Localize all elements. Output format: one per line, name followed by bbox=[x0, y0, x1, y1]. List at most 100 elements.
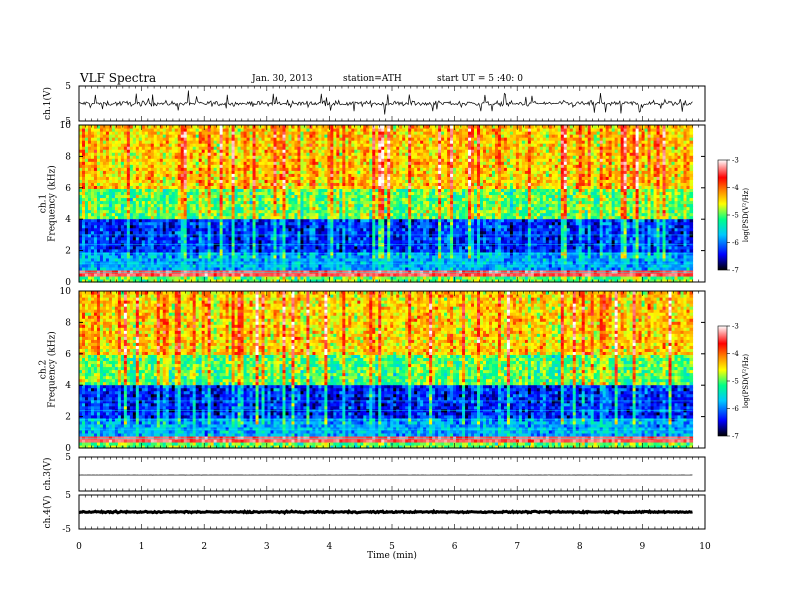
spectrogram-cell bbox=[306, 257, 311, 262]
spectrogram-cell bbox=[264, 182, 269, 186]
spectrogram-cell bbox=[120, 188, 125, 193]
spectrogram-cell bbox=[240, 218, 245, 223]
spectrogram-cell bbox=[135, 266, 140, 271]
spectrogram-cell bbox=[192, 146, 197, 150]
spectrogram-cell bbox=[144, 215, 149, 220]
spectrogram-cell bbox=[153, 179, 158, 183]
spectrogram-cell bbox=[90, 221, 95, 226]
spectrogram-cell bbox=[228, 230, 233, 235]
spectrogram-cell bbox=[213, 221, 218, 226]
spectrogram-cell bbox=[246, 194, 251, 199]
spectrogram-cell bbox=[264, 272, 269, 277]
spectrogram-cell bbox=[186, 134, 191, 138]
spectrogram-cell bbox=[273, 137, 278, 141]
spectrogram-cell bbox=[171, 182, 176, 186]
spectrogram-cell bbox=[234, 227, 239, 232]
spectrogram-cell bbox=[198, 131, 203, 135]
spectrogram-cell bbox=[90, 194, 95, 199]
spectrogram-cell bbox=[294, 149, 299, 153]
spectrogram-cell bbox=[249, 227, 254, 232]
spectrogram-cell bbox=[276, 233, 281, 238]
spectrogram-cell bbox=[255, 140, 260, 144]
spectrogram-cell bbox=[240, 167, 245, 171]
spectrogram-cell bbox=[294, 209, 299, 214]
spectrogram-cell bbox=[312, 230, 317, 235]
spectrogram-cell bbox=[216, 161, 221, 165]
spectrogram-cell bbox=[135, 197, 140, 202]
spectrogram-cell bbox=[246, 197, 251, 202]
spectrogram-cell bbox=[267, 233, 272, 238]
spectrogram-cell bbox=[285, 134, 290, 138]
spectrogram-cell bbox=[177, 170, 182, 174]
spectrogram-cell bbox=[93, 209, 98, 214]
spectrogram-cell bbox=[240, 164, 245, 168]
spectrogram-cell bbox=[123, 224, 128, 229]
spectrogram-cell bbox=[288, 182, 293, 186]
spectrogram-cell bbox=[282, 239, 287, 244]
spectrogram-cell bbox=[264, 227, 269, 232]
spectrogram-cell bbox=[144, 212, 149, 217]
spectrogram-cell bbox=[111, 164, 116, 168]
spectrogram-cell bbox=[144, 263, 149, 268]
spectrogram-cell bbox=[180, 227, 185, 232]
spectrogram-cell bbox=[198, 188, 203, 193]
spectrogram-cell bbox=[216, 143, 221, 147]
spectrogram-cell bbox=[135, 230, 140, 235]
spectrogram-cell bbox=[276, 194, 281, 199]
spectrogram-cell bbox=[195, 188, 200, 193]
spectrogram-cell bbox=[177, 212, 182, 217]
spectrogram-cell bbox=[141, 263, 146, 268]
spectrogram-cell bbox=[156, 155, 161, 159]
spectrogram-cell bbox=[147, 143, 152, 147]
spectrogram-cell bbox=[81, 230, 86, 235]
spectrogram-cell bbox=[135, 158, 140, 162]
spectrogram-cell bbox=[273, 197, 278, 202]
spectrogram-cell bbox=[102, 158, 107, 162]
spectrogram-cell bbox=[303, 146, 308, 150]
spectrogram-cell bbox=[249, 185, 254, 189]
spectrogram-cell bbox=[90, 263, 95, 268]
spectrogram-cell bbox=[132, 140, 137, 144]
spectrogram-cell bbox=[183, 140, 188, 144]
spectrogram-cell bbox=[147, 212, 152, 217]
spectrogram-cell bbox=[186, 167, 191, 171]
spectrogram-cell bbox=[81, 143, 86, 147]
spectrogram-cell bbox=[102, 278, 107, 283]
spectrogram-cell bbox=[258, 257, 263, 262]
spectrogram-cell bbox=[156, 257, 161, 262]
spectrogram-cell bbox=[309, 215, 314, 220]
spectrogram-cell bbox=[234, 215, 239, 220]
spectrogram-cell bbox=[303, 263, 308, 268]
spectrogram-cell bbox=[114, 200, 119, 205]
spectrogram-cell bbox=[225, 173, 230, 177]
spectrogram-cell bbox=[228, 158, 233, 162]
spectrogram-cell bbox=[150, 149, 155, 153]
spectrogram-cell bbox=[102, 134, 107, 138]
spectrogram-cell bbox=[177, 128, 182, 132]
spectrogram-cell bbox=[114, 128, 119, 132]
spectrogram-cell bbox=[306, 200, 311, 205]
spectrogram-cell bbox=[300, 224, 305, 229]
spectrogram-cell bbox=[177, 167, 182, 171]
spectrogram-cell bbox=[240, 158, 245, 162]
spectrogram-cell bbox=[126, 212, 131, 217]
spectrogram-cell bbox=[264, 149, 269, 153]
spectrogram-cell bbox=[207, 194, 212, 199]
spectrogram-cell bbox=[99, 167, 104, 171]
spectrogram-cell bbox=[306, 191, 311, 196]
spectrogram-cell bbox=[294, 215, 299, 220]
spectrogram-cell bbox=[102, 167, 107, 171]
spectrogram-cell bbox=[213, 143, 218, 147]
spectrogram-cell bbox=[141, 185, 146, 189]
spectrogram-cell bbox=[96, 176, 101, 180]
spectrogram-cell bbox=[135, 257, 140, 262]
spectrogram-cell bbox=[207, 239, 212, 244]
spectrogram-cell bbox=[288, 149, 293, 153]
spectrogram-cell bbox=[183, 185, 188, 189]
spectrogram-cell bbox=[84, 209, 89, 214]
spectrogram-cell bbox=[153, 272, 158, 277]
spectrogram-cell bbox=[171, 206, 176, 211]
spectrogram-cell bbox=[186, 215, 191, 220]
spectrogram-cell bbox=[303, 245, 308, 250]
spectrogram-cell bbox=[309, 179, 314, 183]
